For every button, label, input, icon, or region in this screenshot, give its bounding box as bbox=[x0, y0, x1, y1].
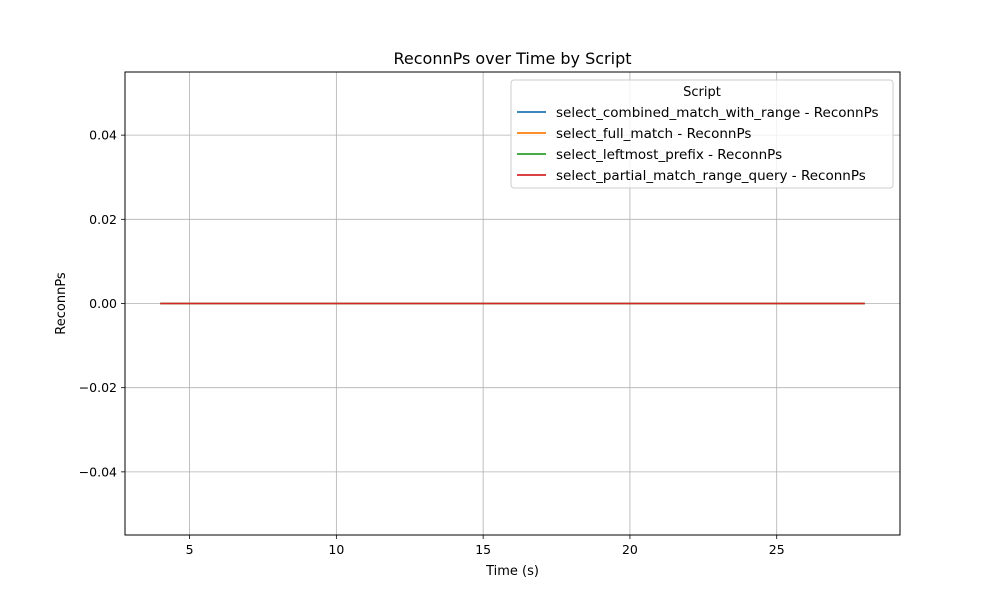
x-axis-label: Time (s) bbox=[485, 564, 539, 579]
y-tick-label: −0.04 bbox=[79, 464, 117, 479]
x-tick-label: 10 bbox=[328, 542, 344, 557]
legend-box bbox=[510, 79, 894, 189]
y-tick-label: −0.02 bbox=[79, 380, 117, 395]
x-tick-label: 5 bbox=[186, 542, 194, 557]
legend-entries: select_combined_match_with_range - Recon… bbox=[517, 105, 879, 184]
x-tick-label: 20 bbox=[622, 542, 638, 557]
legend-label-3: select_partial_match_range_query - Recon… bbox=[556, 168, 866, 184]
legend: Script select_combined_match_with_range … bbox=[510, 79, 894, 189]
legend-title: Script bbox=[683, 85, 721, 100]
y-tick-label: 0.04 bbox=[89, 128, 117, 143]
y-tick-label: 0.00 bbox=[89, 296, 117, 311]
x-tick-label: 25 bbox=[769, 542, 785, 557]
legend-label-0: select_combined_match_with_range - Recon… bbox=[556, 105, 879, 121]
y-axis-label: ReconnPs bbox=[54, 272, 69, 335]
y-ticks: −0.04 −0.02 0.00 0.02 0.04 bbox=[79, 128, 125, 479]
legend-label-2: select_leftmost_prefix - ReconnPs bbox=[556, 147, 782, 163]
x-tick-label: 15 bbox=[475, 542, 491, 557]
x-ticks: 5 10 15 20 25 bbox=[186, 535, 785, 557]
chart-title: ReconnPs over Time by Script bbox=[393, 49, 631, 68]
y-tick-label: 0.02 bbox=[89, 212, 117, 227]
legend-label-1: select_full_match - ReconnPs bbox=[556, 126, 751, 142]
